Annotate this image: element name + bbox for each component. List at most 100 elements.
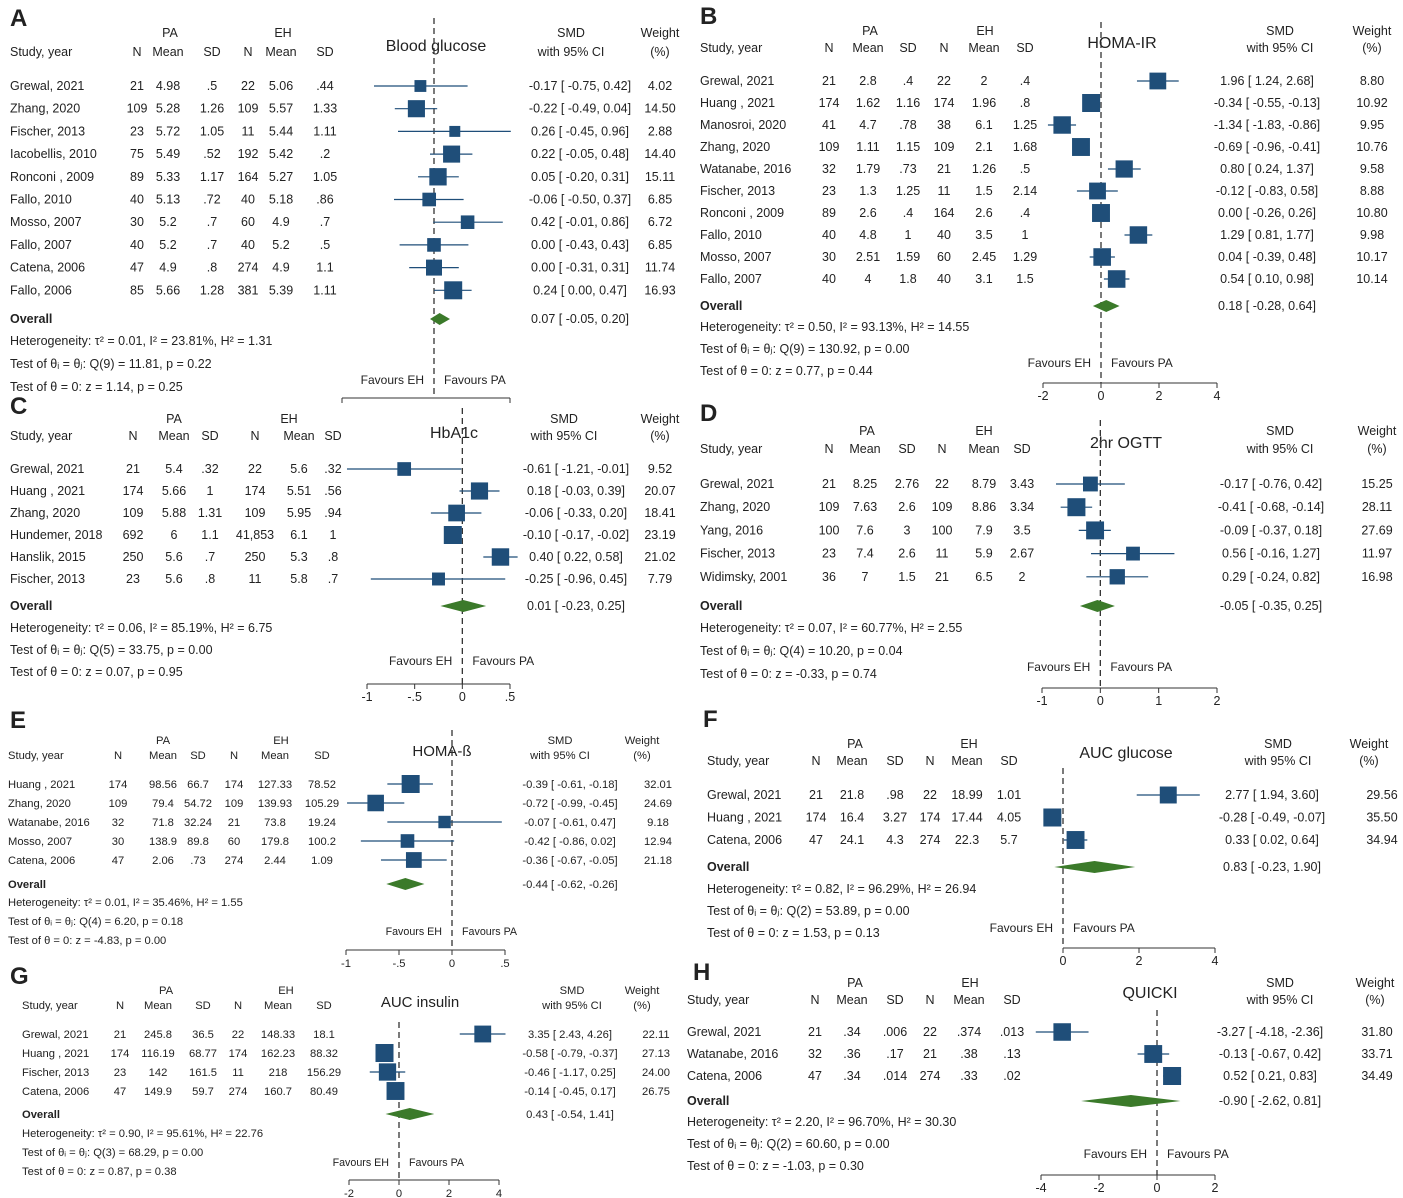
weight: 27.13 (642, 1048, 670, 1060)
study-row: Hundemer, 2018 692 6 1.1 41,853 6.1 1 -0.10 [ -… (10, 526, 676, 544)
smd-ci: 1.29 [ 0.81, 1.77] (1220, 228, 1314, 242)
study-row: Grewal, 2021 21 5.4 .32 22 5.6 .32 -0.61 [ -1.2… (10, 462, 672, 476)
effect-marker (1082, 476, 1098, 492)
pa-mean: 5.2 (159, 215, 176, 229)
effect-marker (1115, 160, 1133, 178)
pa-mean: 4 (865, 272, 872, 286)
study-name: Catena, 2006 (687, 1069, 762, 1083)
pa-sd: 36.5 (192, 1029, 214, 1041)
header-sd: SD (1013, 442, 1030, 456)
effect-marker (1086, 521, 1105, 540)
pa-n: 89 (130, 170, 144, 184)
header-mean: Mean (264, 1000, 292, 1012)
pa-sd: .78 (899, 118, 916, 132)
header-eh: EH (280, 412, 297, 426)
x-tick-label: -1 (361, 690, 372, 704)
study-name: Zhang, 2020 (10, 506, 80, 520)
weight: 10.92 (1356, 96, 1387, 110)
weight: 8.80 (1360, 74, 1384, 88)
header-eh: EH (960, 737, 977, 751)
eh-n: 381 (238, 283, 259, 297)
pa-mean: 1.79 (856, 162, 880, 176)
pa-mean: 2.51 (856, 250, 880, 264)
header-mean: Mean (968, 41, 999, 55)
pa-sd: .52 (203, 147, 220, 161)
eh-n: 21 (937, 162, 951, 176)
header-sd: SD (1000, 754, 1017, 768)
pa-sd: 1.26 (200, 102, 224, 116)
study-name: Grewal, 2021 (700, 74, 774, 88)
weight: 12.94 (644, 836, 672, 848)
header-weight: Weight (641, 412, 680, 426)
eh-n: 274 (229, 1086, 248, 1098)
overall-diamond (430, 313, 450, 325)
effect-marker (407, 100, 425, 118)
pa-mean: 79.4 (152, 798, 174, 810)
header-weight: Weight (1353, 24, 1392, 38)
weight: 22.11 (642, 1029, 669, 1041)
pa-mean: 21.8 (840, 788, 864, 802)
pa-mean: 5.13 (156, 193, 180, 207)
favours-left: Favours EH (1027, 660, 1090, 674)
effect-marker (449, 125, 461, 137)
header-n: N (230, 750, 238, 762)
eh-mean: 5.95 (287, 506, 311, 520)
pa-sd: 2.76 (895, 477, 919, 491)
study-row: Manosroi, 2020 41 4.7 .78 38 6.1 1.25 -1.34 [ -… (700, 116, 1384, 134)
study-row: Zhang, 2020 109 79.4 54.72 109 139.93 105.29 -0… (8, 794, 672, 812)
stat-line: Test of θᵢ = θⱼ: Q(3) = 68.29, p = 0.00 (22, 1147, 203, 1159)
eh-mean: 6.1 (290, 528, 307, 542)
smd-ci: -0.06 [ -0.50, 0.37] (529, 193, 631, 207)
overall-label: Overall (22, 1109, 60, 1121)
stat-line: Heterogeneity: τ² = 0.50, I² = 93.13%, H… (700, 320, 969, 334)
study-name: Catena, 2006 (22, 1086, 89, 1098)
weight: 21.18 (644, 855, 672, 867)
chart-title: QUICKI (1122, 985, 1177, 1002)
study-row: Fallo, 2010 40 4.8 1 40 3.5 1 1.29 [ 0.81, 1.77… (700, 226, 1384, 244)
panel-g: G PA EH SMD Weight Study, year N Mean SD N Mean SD w… (10, 963, 670, 1198)
favours-right: Favours PA (1167, 1147, 1229, 1161)
smd-ci: -1.34 [ -1.83, -0.86] (1214, 118, 1320, 132)
smd-ci: -0.58 [ -0.79, -0.37] (522, 1048, 617, 1060)
header-sd: SD (314, 750, 330, 762)
eh-sd: 80.49 (310, 1086, 338, 1098)
pa-sd: .72 (203, 193, 220, 207)
eh-sd: 3.34 (1010, 500, 1034, 514)
pa-sd: 3 (904, 523, 911, 537)
effect-marker (414, 80, 427, 92)
study-name: Fallo, 2010 (10, 193, 72, 207)
smd-ci: -0.69 [ -0.96, -0.41] (1214, 140, 1320, 154)
study-row: Grewal, 2021 21 .34 .006 22 .374 .013 -3.27 [ -… (687, 1023, 1393, 1041)
weight: 31.80 (1361, 1025, 1392, 1039)
pa-n: 21 (126, 462, 140, 476)
pa-sd: 59.7 (192, 1086, 214, 1098)
study-row: Zhang, 2020 109 1.11 1.15 109 2.1 1.68 -0.69 [ … (700, 138, 1388, 156)
pa-sd: 1.8 (899, 272, 916, 286)
eh-mean: 2 (981, 74, 988, 88)
eh-n: 60 (241, 215, 255, 229)
header-n: N (925, 993, 934, 1007)
header-sd: SD (195, 1000, 211, 1012)
header-smd: SMD (557, 26, 585, 40)
x-tick-label: 0 (459, 690, 466, 704)
study-name: Hundemer, 2018 (10, 528, 102, 542)
effect-marker (1082, 94, 1101, 112)
study-row: Catena, 2006 47 4.9 .8 274 4.9 1.1 0.00 [ -0.31… (10, 259, 675, 276)
study-name: Ronconi , 2009 (10, 170, 94, 184)
eh-n: 22 (248, 462, 262, 476)
effect-marker (1093, 248, 1111, 266)
eh-mean: 6.1 (975, 118, 992, 132)
eh-mean: 2.45 (972, 250, 996, 264)
eh-sd: 156.29 (307, 1067, 341, 1079)
study-row: Fischer, 2013 23 7.4 2.6 11 5.9 2.67 0.56 [ -0.… (700, 547, 1392, 561)
study-name: Widimsky, 2001 (700, 570, 787, 584)
smd-ci: -0.46 [ -1.17, 0.25] (524, 1067, 615, 1079)
study-name: Watanabe, 2016 (700, 162, 791, 176)
eh-sd: .013 (1000, 1025, 1024, 1039)
header-mean: Mean (283, 429, 314, 443)
effect-marker (443, 145, 461, 163)
pa-mean: .34 (843, 1025, 860, 1039)
chart-title: Blood glucose (386, 38, 487, 55)
study-row: Yang, 2016 100 7.6 3 100 7.9 3.5 -0.09 [ -0.37,… (700, 521, 1393, 540)
favours-right: Favours PA (444, 373, 506, 387)
